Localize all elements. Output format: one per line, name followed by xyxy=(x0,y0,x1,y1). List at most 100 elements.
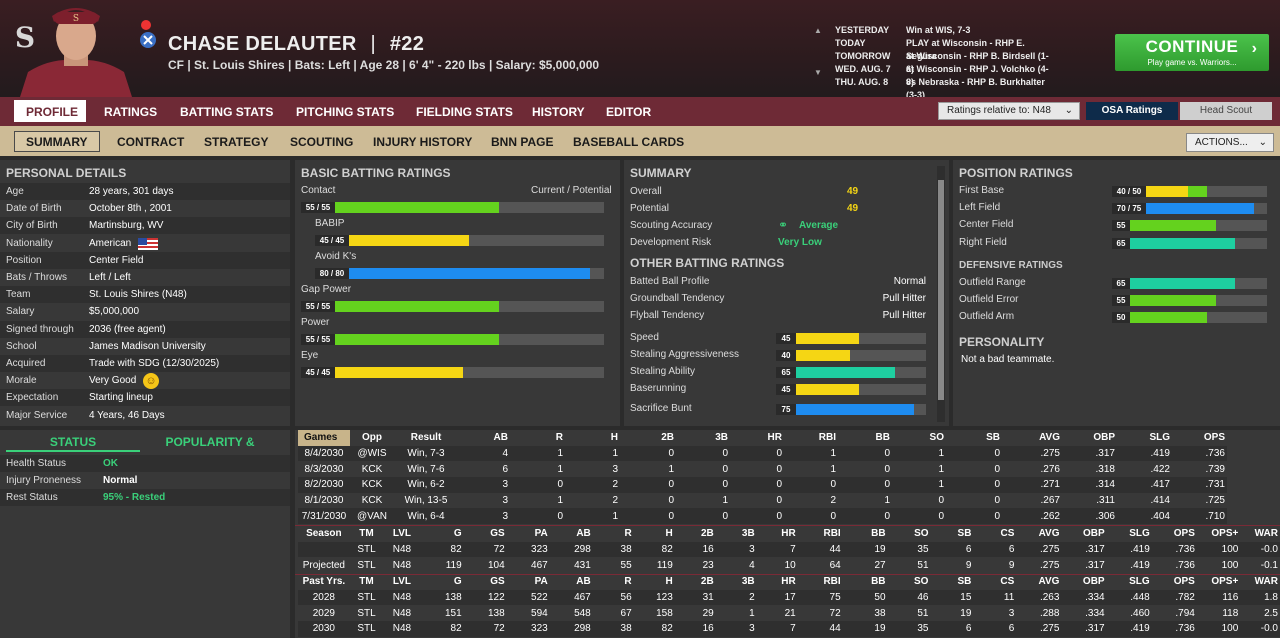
stats-row[interactable]: 8/3/2030 KCK Win, 7-6 6 1 3 1 0 0 1 0 1 0.276.318.42… xyxy=(298,461,1227,478)
stats-header-cell[interactable]: R xyxy=(624,528,632,540)
stats-header-cell[interactable]: HR xyxy=(767,432,782,444)
stats-header-cell[interactable]: OPS xyxy=(1173,528,1195,540)
stats-header-cell[interactable]: SLG xyxy=(1129,528,1150,540)
tab-profile[interactable]: PROFILE xyxy=(26,105,79,119)
stats-header-cell[interactable]: BB xyxy=(875,432,890,444)
stats-header-cell[interactable]: LVL xyxy=(392,576,412,588)
stats-header-cell[interactable]: SO xyxy=(914,576,929,588)
stats-header-cell[interactable]: R xyxy=(624,576,632,588)
stats-header-cell[interactable]: TM xyxy=(359,576,374,588)
subtab-contract[interactable]: CONTRACT xyxy=(117,135,185,149)
actions-dropdown[interactable]: ACTIONS... ⌄ xyxy=(1186,133,1274,152)
summary-scrollbar[interactable] xyxy=(937,166,945,422)
stats-header-cell[interactable]: SO xyxy=(929,432,944,444)
stats-header-cell[interactable]: LVL xyxy=(392,528,412,540)
stats-header-cell[interactable]: 3B xyxy=(715,432,728,444)
schedule-row[interactable]: TODAY PLAY at Wisconsin - RHP E. Segura xyxy=(815,37,1055,61)
stats-header-cell[interactable]: OPS xyxy=(1173,576,1195,588)
stats-header-cell[interactable]: SB xyxy=(957,528,972,540)
stats-header-cell[interactable]: BB xyxy=(871,576,886,588)
scrollbar-thumb[interactable] xyxy=(938,180,944,400)
stats-header-cell[interactable]: OPS+ xyxy=(1211,528,1239,540)
stats-header-cell[interactable]: SB xyxy=(986,432,1000,444)
stats-header-cell[interactable]: PA xyxy=(534,576,548,588)
stats-header-cell[interactable]: AB xyxy=(576,528,591,540)
games-dropdown[interactable]: Games xyxy=(298,430,350,446)
subtab-bnn-page[interactable]: BNN PAGE xyxy=(491,135,554,149)
stats-header-cell[interactable]: RBI xyxy=(818,432,836,444)
stats-header-cell[interactable]: GS xyxy=(490,576,505,588)
ratings-relative-select[interactable]: Ratings relative to: N48 ⌄ xyxy=(938,102,1080,120)
stats-header-cell[interactable]: PA xyxy=(534,528,548,540)
stats-header-cell[interactable]: AVG xyxy=(1038,528,1060,540)
tab-batting-stats[interactable]: BATTING STATS xyxy=(180,105,274,119)
stats-header-cell[interactable]: 2B xyxy=(661,432,674,444)
stats-header-cell[interactable]: WAR xyxy=(1254,528,1278,540)
stats-header-cell[interactable]: 2B xyxy=(700,576,714,588)
stats-header-cell[interactable]: SO xyxy=(914,528,929,540)
subtab-scouting[interactable]: SCOUTING xyxy=(290,135,354,149)
osa-ratings-button[interactable]: OSA Ratings xyxy=(1086,102,1178,120)
stats-row[interactable]: 7/31/2030 @VAN Win, 6-4 3 0 1 0 0 0 0 0 0 0.262.306.… xyxy=(298,508,1227,525)
stats-header-cell[interactable]: OBP xyxy=(1082,528,1105,540)
stats-header-cell[interactable]: OPS+ xyxy=(1211,576,1239,588)
stats-row[interactable]: 8/2/2030 KCK Win, 6-2 3 0 2 0 0 0 0 0 1 0.271.314.41… xyxy=(298,477,1227,493)
stats-header-cell[interactable]: AB xyxy=(576,576,591,588)
stats-header-cell[interactable]: RBI xyxy=(823,576,841,588)
schedule-row[interactable]: WED. AUG. 7 at Wisconsin - RHP J. Volchko… xyxy=(815,63,1055,87)
stats-header-cell[interactable]: OBP xyxy=(1082,576,1105,588)
tab-editor[interactable]: EDITOR xyxy=(606,105,652,119)
stats-header-cell[interactable]: HR xyxy=(781,576,796,588)
stats-header-cell[interactable]: HR xyxy=(781,528,796,540)
schedule-row[interactable]: THU. AUG. 8 vs Nebraska - RHP B. Burkhalt… xyxy=(815,76,1055,100)
stats-header-cell[interactable]: 2B xyxy=(700,528,714,540)
subtab-injury-history[interactable]: INJURY HISTORY xyxy=(373,135,473,149)
stats-header-cell[interactable]: RBI xyxy=(823,528,841,540)
subtab-strategy[interactable]: STRATEGY xyxy=(204,135,269,149)
stats-row[interactable]: 2030 STL N48 82 72 323 298 38 82 16 3 7 44 19 35 6 6.275… xyxy=(298,621,1280,637)
stats-header-cell[interactable]: R xyxy=(555,432,563,444)
stats-header-cell[interactable]: 3B xyxy=(741,528,755,540)
stats-header-cell[interactable]: H xyxy=(610,432,618,444)
subtab-baseball-cards[interactable]: BASEBALL CARDS xyxy=(573,135,685,149)
stats-header-cell[interactable]: H xyxy=(665,576,673,588)
tab-history[interactable]: HISTORY xyxy=(532,105,585,119)
stats-header-cell[interactable]: Opp xyxy=(362,432,382,444)
stats-row[interactable]: 8/4/2030 @WIS Win, 7-3 4 1 1 0 0 0 1 0 1 0.275.317.4… xyxy=(298,445,1227,462)
tab-pitching-stats[interactable]: PITCHING STATS xyxy=(296,105,395,119)
stats-header-cell[interactable]: SLG xyxy=(1129,576,1150,588)
stats-header-cell[interactable]: Past Yrs. xyxy=(302,576,346,588)
stats-header-cell[interactable]: SB xyxy=(957,576,972,588)
app-logo-icon[interactable]: S xyxy=(14,21,36,54)
schedule-row[interactable]: TOMORROW at Wisconsin - RHP B. Birdsell (… xyxy=(815,50,1055,74)
stats-header-cell[interactable]: AB xyxy=(493,432,508,444)
stats-row[interactable]: Projected STL N48 119 104 467 431 55 119 23 4 10 64 2… xyxy=(298,557,1280,574)
stats-row[interactable]: STL N48 82 72 323 298 38 82 16 3 7 44 19 35 6 6.275.317… xyxy=(298,541,1280,558)
tab-ratings[interactable]: RATINGS xyxy=(104,105,158,119)
stats-header-cell[interactable]: G xyxy=(453,528,462,540)
tab-popularity-morale[interactable]: POPULARITY & MORALE xyxy=(165,435,255,469)
stats-row[interactable]: 2029 STL N48 151 138 594 548 67 158 29 1 21 72 38 51 19… xyxy=(298,605,1280,622)
stats-header-cell[interactable]: OPS xyxy=(1203,432,1225,444)
stats-row[interactable]: 8/1/2030 KCK Win, 13-5 3 1 2 0 1 0 2 1 0 0.267.311.4… xyxy=(298,492,1227,509)
schedule-row[interactable]: YESTERDAY Win at WIS, 7-3 xyxy=(815,24,1055,37)
continue-button[interactable]: CONTINUE Play game vs. Warriors... › xyxy=(1115,34,1269,71)
subtab-summary[interactable]: SUMMARY xyxy=(26,135,88,149)
stats-header-cell[interactable]: GS xyxy=(490,528,505,540)
stats-header-cell[interactable]: Result xyxy=(410,432,442,444)
stats-header-cell[interactable]: AVG xyxy=(1038,576,1060,588)
stats-header-cell[interactable]: H xyxy=(665,528,673,540)
stats-header-cell[interactable]: CS xyxy=(1000,528,1015,540)
stats-header-cell[interactable]: WAR xyxy=(1254,576,1278,588)
stats-header-cell[interactable]: G xyxy=(453,576,462,588)
tab-status[interactable]: STATUS xyxy=(6,432,140,452)
stats-header-cell[interactable]: Season xyxy=(306,528,342,540)
schedule-scroll-icon[interactable]: ▲ ▼ xyxy=(814,26,822,77)
stats-header-cell[interactable]: CS xyxy=(1000,576,1015,588)
stats-header-cell[interactable]: 3B xyxy=(741,576,755,588)
stats-header-cell[interactable]: OBP xyxy=(1093,432,1115,444)
tab-fielding-stats[interactable]: FIELDING STATS xyxy=(416,105,513,119)
stats-header-cell[interactable]: BB xyxy=(871,528,886,540)
stats-header-cell[interactable]: TM xyxy=(359,528,374,540)
stats-row[interactable]: 2028 STL N48 138 122 522 467 56 123 31 2 17 75 50 46 15… xyxy=(298,589,1280,606)
